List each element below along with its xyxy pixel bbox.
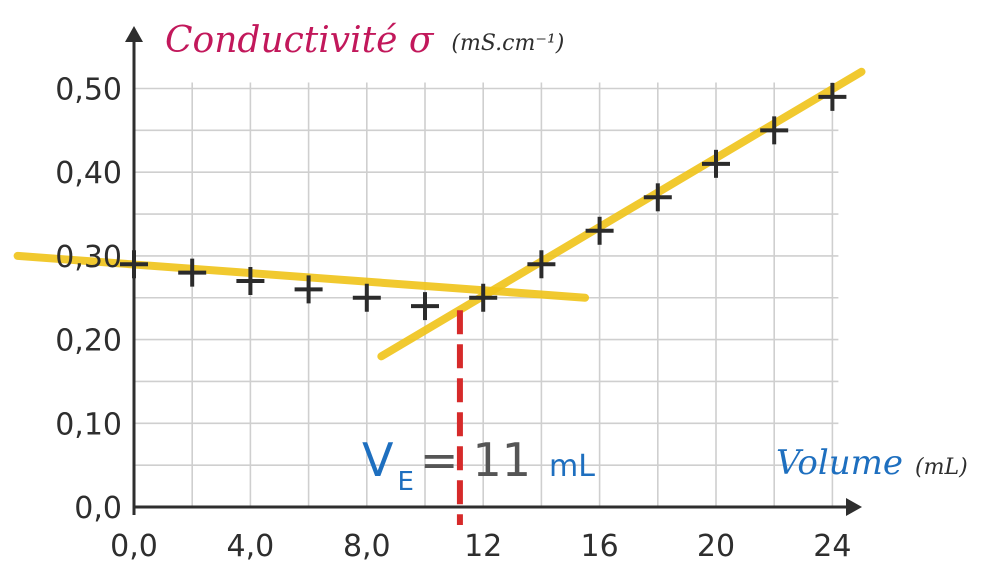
data-point <box>178 258 207 287</box>
data-point <box>760 116 789 145</box>
x-tick-label: 8,0 <box>343 529 391 564</box>
x-tick-label: 24 <box>813 529 851 564</box>
equivalence-volume-annotation: V E = 11 mL <box>362 433 595 497</box>
data-point <box>469 283 498 312</box>
x-axis-title: Volume (mL) <box>776 443 968 483</box>
x-tick-label: 12 <box>464 529 502 564</box>
data-point <box>702 149 730 178</box>
x-axis-arrow <box>846 498 862 516</box>
y-tick-label: 0,30 <box>55 240 122 275</box>
x-tick-label: 16 <box>581 529 619 564</box>
data-point <box>527 250 556 279</box>
y-tick-label: 0,10 <box>55 407 122 442</box>
data-point <box>411 292 439 321</box>
fit-lines <box>13 67 866 361</box>
y-tick-labels: 0,0 0,10 0,20 0,30 0,40 0,50 <box>55 73 122 527</box>
data-point <box>643 183 672 212</box>
y-tick-label: 0,20 <box>55 324 122 359</box>
x-tick-label: 0,0 <box>110 529 158 564</box>
y-tick-label: 0,0 <box>74 491 122 526</box>
data-point <box>352 283 381 312</box>
fit-line <box>377 67 866 361</box>
grid <box>134 82 839 507</box>
y-tick-label: 0,40 <box>55 156 122 191</box>
x-tick-label: 20 <box>697 529 735 564</box>
y-tick-label: 0,50 <box>55 73 122 108</box>
data-point <box>294 275 323 304</box>
data-point <box>236 267 265 296</box>
y-axis-title: Conductivité σ (mS.cm⁻¹) <box>165 20 564 61</box>
y-axis-arrow <box>125 26 143 42</box>
x-tick-labels: 0,0 4,0 8,0 12 16 20 24 <box>110 529 851 564</box>
data-point <box>818 82 847 111</box>
x-tick-label: 4,0 <box>227 529 275 564</box>
data-points <box>120 82 847 321</box>
data-point <box>585 216 614 245</box>
data-point <box>120 250 148 279</box>
